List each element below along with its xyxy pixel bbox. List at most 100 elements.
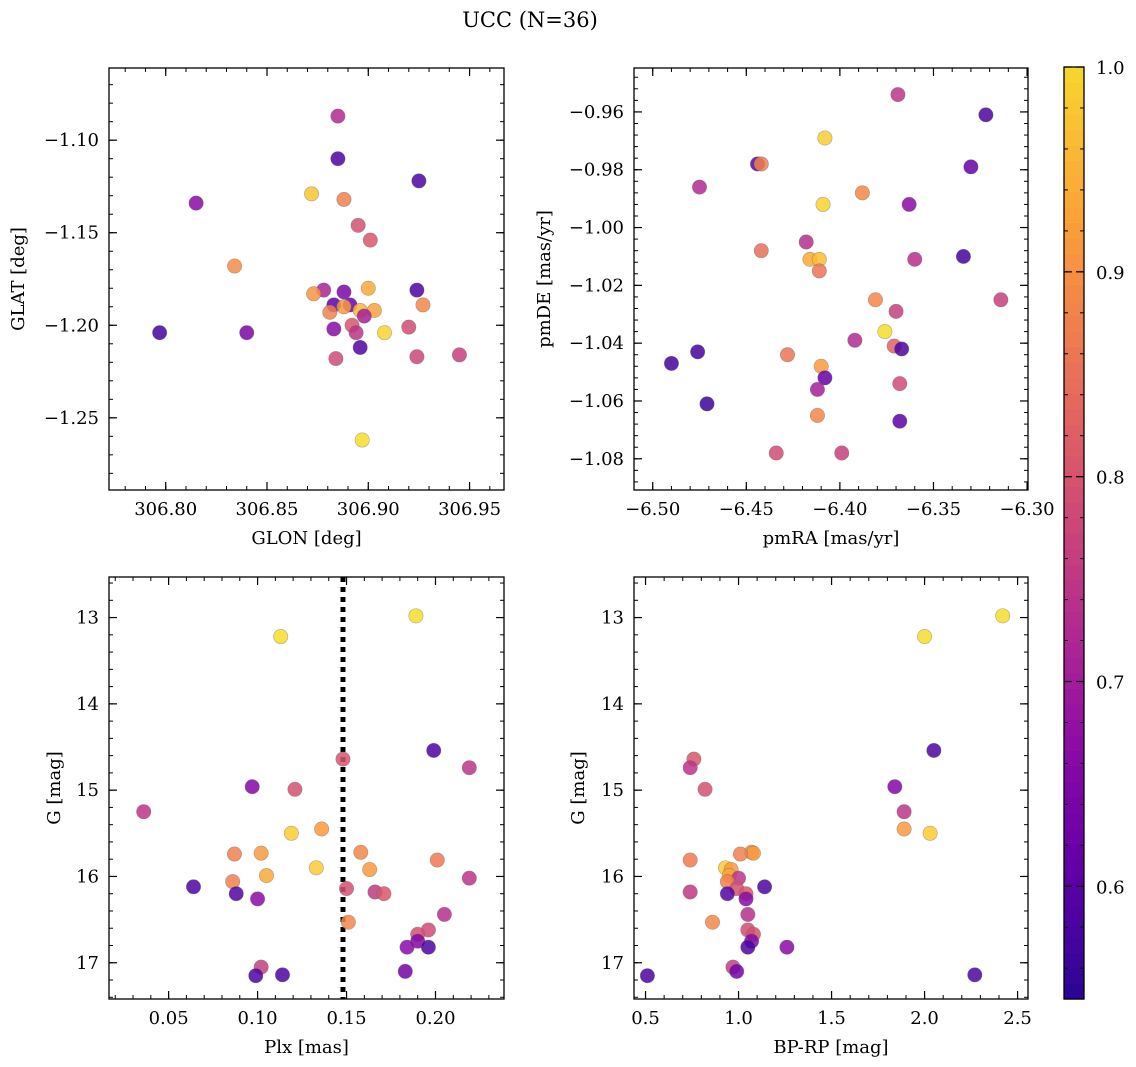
scatter-point xyxy=(745,845,761,861)
scatter-point xyxy=(362,232,378,248)
y-tick-label: −0.98 xyxy=(569,160,624,181)
scatter-point xyxy=(461,870,477,886)
colorbar-segment xyxy=(1064,548,1084,565)
colorbar-segment xyxy=(1064,191,1084,208)
colorbar-segment xyxy=(1064,175,1084,192)
scatter-point xyxy=(732,846,748,862)
scatter-point xyxy=(304,186,320,202)
scatter-point xyxy=(995,608,1011,624)
scatter-point xyxy=(353,844,369,860)
scatter-point xyxy=(274,967,290,983)
scatter-point xyxy=(967,967,983,983)
y-tick-label: 13 xyxy=(76,608,99,629)
scatter-point xyxy=(740,939,756,955)
x-tick-label: 0.20 xyxy=(415,1008,455,1029)
colorbar-segment xyxy=(1064,828,1084,845)
scatter-point xyxy=(639,968,655,984)
y-tick-label: 15 xyxy=(76,780,99,801)
colorbar-segment xyxy=(1064,719,1084,736)
colorbar-segment xyxy=(1064,160,1084,177)
colorbar-segment xyxy=(1064,812,1084,829)
x-tick-label: −6.35 xyxy=(906,499,961,520)
scatter-point xyxy=(228,886,244,902)
colorbar-segment xyxy=(1064,67,1084,84)
scatter-panel-top-left: 306.80 306.85 306.90 306.95 −1.10 −1.15 −1.20 −… xyxy=(8,67,505,549)
scatter-point xyxy=(817,370,833,386)
scatter-point xyxy=(682,884,698,900)
scatter-point xyxy=(854,185,870,201)
scatter-point xyxy=(907,251,923,267)
y-tick-label: 16 xyxy=(76,866,99,887)
axes-frame xyxy=(108,576,505,1000)
x-axis-label: GLON [deg] xyxy=(251,528,361,549)
x-tick-label: −6.50 xyxy=(625,499,680,520)
scatter-point xyxy=(682,760,698,776)
scatter-point xyxy=(306,286,322,302)
scatter-point xyxy=(887,779,903,795)
scatter-point xyxy=(729,963,745,979)
scatter-point xyxy=(888,303,904,319)
y-axis-label: pmDE [mas/yr] xyxy=(534,210,555,348)
scatter-point xyxy=(283,825,299,841)
x-axis-label: Plx [mas] xyxy=(264,1037,349,1058)
colorbar-segment xyxy=(1064,657,1084,674)
scatter-point xyxy=(314,821,330,837)
colorbar-segment xyxy=(1064,843,1084,860)
scatter-point xyxy=(336,299,352,315)
scatter-point xyxy=(362,862,378,878)
scatter-point xyxy=(809,381,825,397)
x-tick-label: −6.30 xyxy=(999,499,1054,520)
scatter-point xyxy=(779,347,795,363)
colorbar-tick-label: 1.0 xyxy=(1096,58,1125,79)
colorbar: 0.6 0.7 0.8 0.9 1.0 xyxy=(1063,58,1125,1000)
scatter-point xyxy=(740,906,756,922)
x-tick-label: 306.80 xyxy=(134,499,197,520)
colorbar-segment xyxy=(1064,439,1084,456)
colorbar-segment xyxy=(1064,377,1084,394)
colorbar-tick-label: 0.6 xyxy=(1096,877,1125,898)
scatter-point xyxy=(336,284,352,300)
colorbar-segment xyxy=(1064,408,1084,425)
y-axis-label: G [mag] xyxy=(568,751,589,824)
scatter-point xyxy=(896,821,912,837)
scatter-point xyxy=(239,325,255,341)
scatter-panel-bottom-right: 0.5 1.0 1.5 2.0 2.5 13 14 15 16 17 BP-RP [mag] G [m… xyxy=(568,576,1032,1058)
scatter-point xyxy=(753,243,769,259)
scatter-point xyxy=(273,629,289,645)
scatter-point xyxy=(152,325,168,341)
scatter-point xyxy=(809,407,825,423)
colorbar-tick-label: 0.7 xyxy=(1096,673,1125,694)
axes-frame xyxy=(633,576,1029,1000)
colorbar-segment xyxy=(1064,672,1084,689)
scatter-point xyxy=(719,886,735,902)
scatter-point xyxy=(705,914,721,930)
scatter-point xyxy=(901,196,917,212)
scatter-point xyxy=(894,341,910,357)
scatter-point xyxy=(136,804,152,820)
scatter-point xyxy=(409,349,425,365)
x-tick-label: 1.5 xyxy=(817,1008,846,1029)
colorbar-segment xyxy=(1064,331,1084,348)
colorbar-segment xyxy=(1064,455,1084,472)
colorbar-segment xyxy=(1064,98,1084,115)
scatter-point xyxy=(922,825,938,841)
scatter-point xyxy=(258,868,274,884)
colorbar-segment xyxy=(1064,517,1084,534)
y-tick-label: −1.10 xyxy=(44,130,99,151)
y-tick-label: −1.06 xyxy=(569,391,624,412)
scatter-point xyxy=(892,376,908,392)
y-axis-label: G [mag] xyxy=(44,751,65,824)
colorbar-segment xyxy=(1064,936,1084,953)
scatter-point xyxy=(244,779,260,795)
axes-frame xyxy=(633,67,1029,491)
scatter-point xyxy=(352,339,368,355)
scatter-point xyxy=(326,321,342,337)
scatter-point xyxy=(753,156,769,172)
x-tick-label: 2.0 xyxy=(910,1008,939,1029)
colorbar-segment xyxy=(1064,797,1084,814)
scatter-point xyxy=(963,159,979,175)
scatter-point xyxy=(287,781,303,797)
scatter-point xyxy=(356,308,372,324)
scatter-point xyxy=(699,396,715,412)
